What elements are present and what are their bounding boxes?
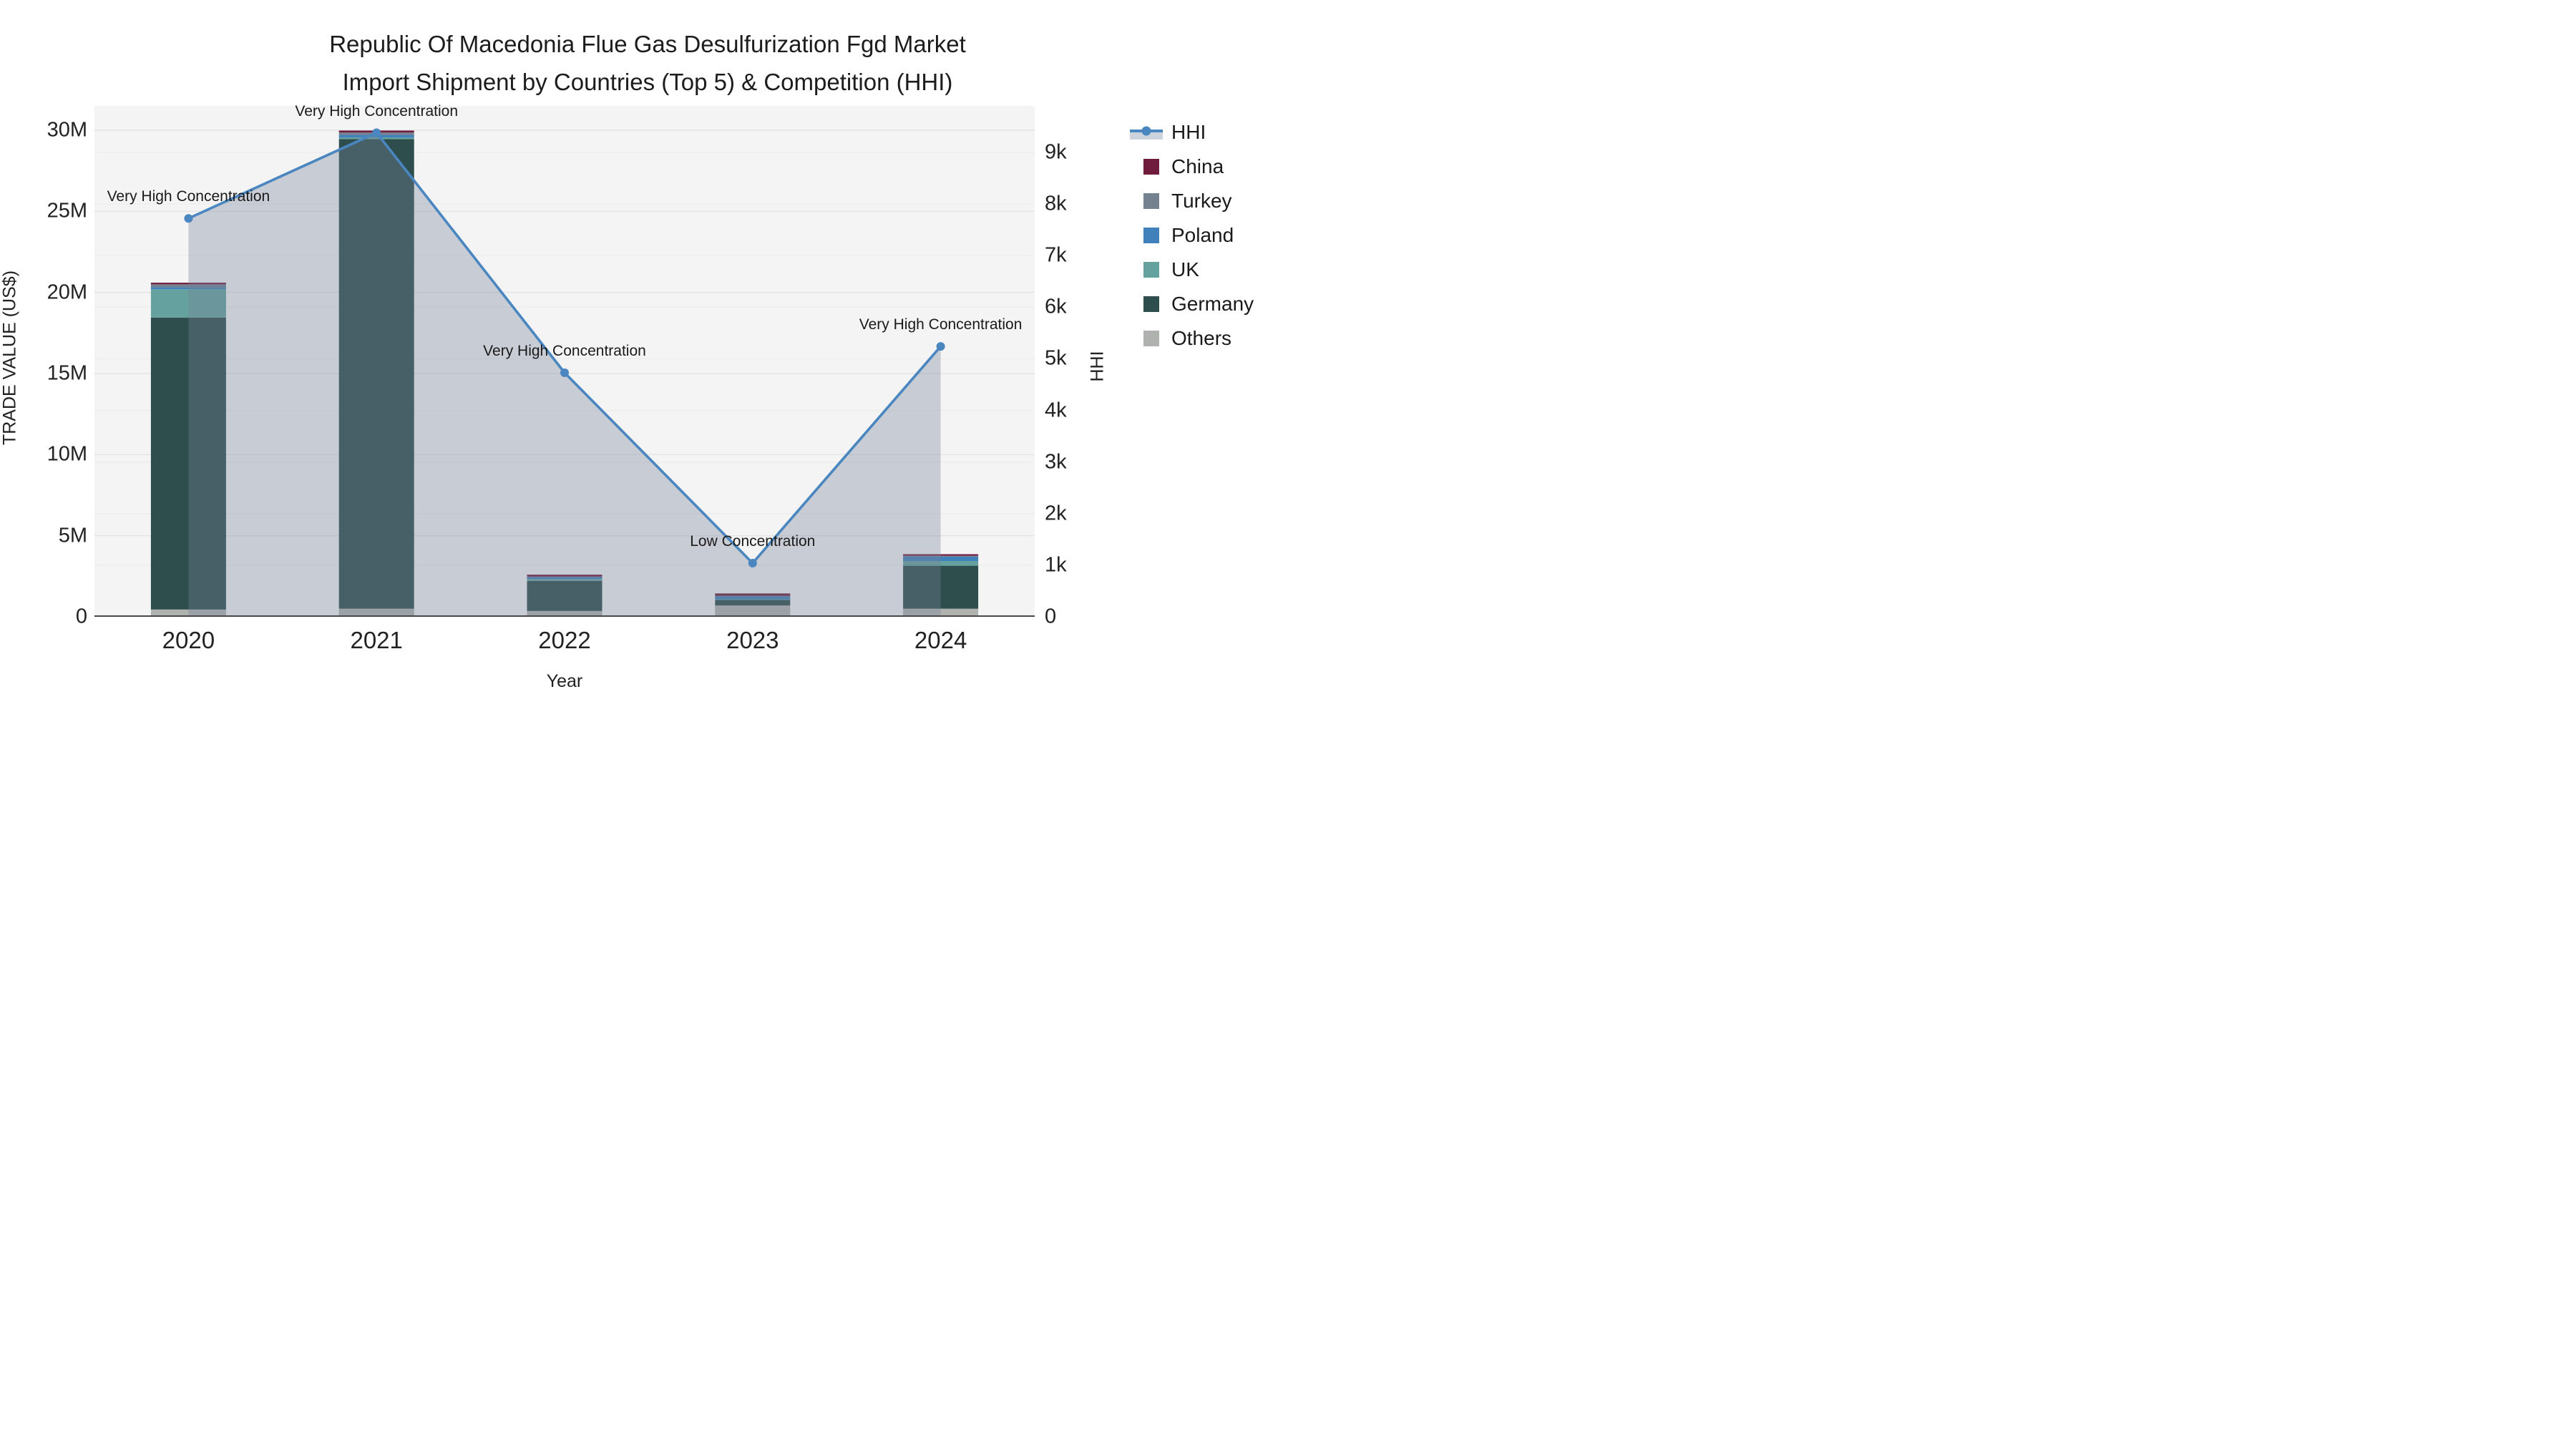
legend-item-turkey[interactable]: Turkey (1143, 189, 1254, 213)
y-right-tick-6k: 6k (1045, 295, 1067, 318)
bar-segment-uk-2024[interactable] (903, 561, 979, 566)
hhi-marker-2024[interactable] (936, 342, 945, 351)
bar-segment-germany-2021[interactable] (338, 139, 414, 609)
annotation-2020: Very High Concentration (107, 188, 270, 205)
annotation-2022: Very High Concentration (483, 342, 646, 359)
chart-title-line2: Import Shipment by Countries (Top 5) & C… (342, 68, 953, 95)
y-right-tick-0: 0 (1045, 605, 1057, 628)
legend-item-poland[interactable]: Poland (1143, 223, 1254, 248)
x-tick-2021: 2021 (350, 627, 403, 653)
x-tick-2022: 2022 (538, 627, 591, 653)
y-left-tick-20M: 20M (47, 280, 87, 304)
legend-swatch-turkey (1143, 193, 1159, 209)
y-right-tick-1k: 1k (1045, 553, 1067, 577)
x-tick-2023: 2023 (726, 627, 779, 653)
x-tick-2020: 2020 (162, 627, 215, 653)
legend-item-uk[interactable]: UK (1143, 258, 1254, 282)
legend-label-china: China (1171, 155, 1224, 177)
chart-figure: Republic Of Macedonia Flue Gas Desulfuri… (0, 0, 1288, 724)
legend-label-germany: Germany (1171, 293, 1254, 315)
bar-segment-germany-2022[interactable] (527, 580, 602, 611)
y-left-tick-25M: 25M (47, 199, 87, 223)
legend-item-hhi[interactable]: HHI (1130, 120, 1254, 145)
legend-swatch-uk (1143, 262, 1159, 278)
bar-segment-uk-2022[interactable] (527, 579, 602, 581)
x-axis-title: Year (546, 671, 583, 691)
legend: HHI China Turkey Poland UK Germany Others (1130, 120, 1254, 361)
hhi-marker-2023[interactable] (748, 558, 757, 567)
bar-segment-others-2022[interactable] (527, 610, 602, 617)
bar-segment-china-2024[interactable] (903, 554, 979, 556)
plot-canvas (94, 128, 1035, 617)
hhi-marker-2020[interactable] (184, 214, 193, 223)
bar-segment-germany-2020[interactable] (150, 317, 226, 610)
bar-segment-others-2023[interactable] (715, 605, 791, 617)
bar-segment-others-2024[interactable] (903, 608, 979, 617)
y-right-tick-4k: 4k (1045, 399, 1067, 421)
legend-item-germany[interactable]: Germany (1143, 292, 1254, 316)
bar-segment-poland-2024[interactable] (903, 556, 979, 562)
legend-item-china[interactable]: China (1143, 155, 1254, 179)
bar-segment-turkey-2024[interactable] (903, 555, 979, 557)
legend-swatch-poland (1143, 228, 1159, 243)
y-left-tick-15M: 15M (47, 361, 87, 385)
y-right-tick-5k: 5k (1045, 346, 1067, 370)
legend-swatch-germany (1143, 296, 1159, 312)
hhi-marker-2022[interactable] (560, 368, 569, 377)
annotation-2021: Very High Concentration (295, 102, 459, 119)
y-right-tick-2k: 2k (1045, 502, 1067, 525)
y-right-tick-8k: 8k (1045, 192, 1067, 215)
bar-segment-turkey-2023[interactable] (715, 595, 791, 597)
bar-segment-others-2021[interactable] (338, 608, 414, 617)
bar-segment-germany-2023[interactable] (715, 600, 791, 606)
y-left-tick-30M: 30M (47, 118, 87, 142)
y-right-axis-title: HHI (1087, 351, 1108, 382)
bar-segment-poland-2022[interactable] (527, 577, 602, 580)
hhi-marker-2021[interactable] (372, 128, 381, 137)
bar-segment-china-2023[interactable] (715, 593, 791, 596)
chart-title-line1: Republic Of Macedonia Flue Gas Desulfuri… (329, 31, 966, 57)
legend-label-uk: UK (1171, 258, 1199, 280)
legend-label-poland: Poland (1171, 224, 1234, 246)
plot-area: Very High Concentration Very High Concent… (94, 102, 1035, 617)
annotation-2023: Low Concentration (690, 532, 816, 550)
x-tick-2024: 2024 (914, 627, 967, 653)
y-left-tick-5M: 5M (58, 524, 87, 547)
legend-swatch-china (1143, 159, 1159, 175)
bar-segment-turkey-2020[interactable] (150, 284, 226, 288)
bar-segment-china-2020[interactable] (150, 283, 226, 285)
y-right-tick-9k: 9k (1045, 140, 1067, 164)
legend-swatch-others (1143, 331, 1159, 346)
bar-segment-china-2022[interactable] (527, 575, 602, 577)
y-right-tick-7k: 7k (1045, 243, 1067, 267)
legend-label-turkey: Turkey (1171, 190, 1232, 212)
bar-segment-poland-2020[interactable] (150, 287, 226, 290)
bar-segment-germany-2024[interactable] (903, 565, 979, 609)
legend-label-others: Others (1171, 327, 1232, 349)
y-right-tick-3k: 3k (1045, 450, 1067, 474)
y-left-tick-0: 0 (75, 605, 87, 628)
chart-title: Republic Of Macedonia Flue Gas Desulfuri… (0, 26, 1288, 102)
annotation-2024: Very High Concentration (859, 316, 1023, 333)
bar-segment-others-2020[interactable] (150, 609, 226, 617)
y-left-tick-10M: 10M (47, 442, 87, 466)
bar-segment-uk-2020[interactable] (150, 289, 226, 318)
legend-item-others[interactable]: Others (1143, 326, 1254, 351)
bar-segment-uk-2021[interactable] (338, 137, 414, 140)
legend-label-hhi: HHI (1171, 121, 1206, 143)
legend-swatch-hhi-line (1130, 126, 1163, 140)
bar-segment-poland-2023[interactable] (715, 596, 791, 600)
